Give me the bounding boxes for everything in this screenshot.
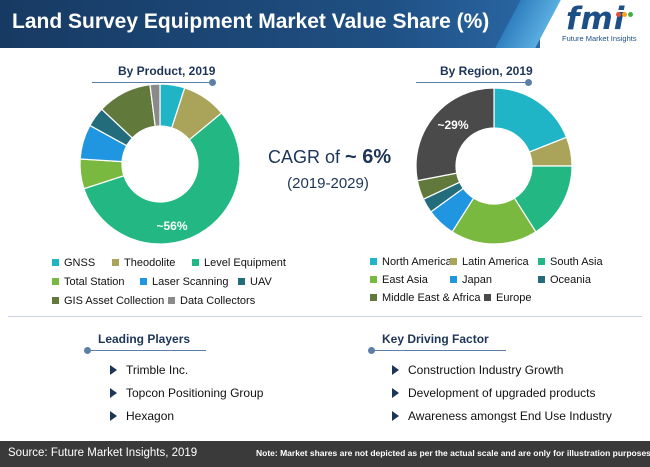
leading-player-label: Topcon Positioning Group: [126, 386, 263, 400]
arrow-bullet-icon: [392, 411, 399, 421]
arrow-bullet-icon: [110, 411, 117, 421]
legend-swatch: [538, 276, 545, 283]
region-legend-item: North America: [370, 255, 452, 269]
legend-label: Japan: [462, 274, 492, 286]
product-legend-item: Total Station: [52, 275, 125, 289]
legend-label: Europe: [496, 292, 531, 304]
legend-swatch: [450, 276, 457, 283]
driving-factor-item: Construction Industry Growth: [392, 362, 563, 378]
legend-swatch: [192, 259, 199, 266]
legend-swatch: [140, 278, 147, 285]
legend-label: Theodolite: [124, 257, 175, 269]
driving-factor-label: Construction Industry Growth: [408, 363, 563, 377]
legend-swatch: [370, 294, 377, 301]
region-legend-item: East Asia: [370, 273, 428, 287]
driving-factor-label: Development of upgraded products: [408, 386, 595, 400]
legend-label: GNSS: [64, 257, 95, 269]
driving-factor-item: Development of upgraded products: [392, 385, 595, 401]
legend-label: Latin America: [462, 256, 529, 268]
legend-swatch: [370, 276, 377, 283]
product-legend-item: Theodolite: [112, 256, 175, 270]
product-legend-item: Laser Scanning: [140, 275, 228, 289]
legend-label: UAV: [250, 276, 272, 288]
arrow-bullet-icon: [110, 365, 117, 375]
footer-source: Source: Future Market Insights, 2019: [8, 447, 197, 459]
driving-factor-item: Awareness amongst End Use Industry: [392, 408, 612, 424]
region-legend-item: Europe: [484, 291, 531, 305]
legend-label: Middle East & Africa: [382, 292, 480, 304]
key-driving-factor-underline: [372, 350, 506, 351]
legend-label: Level Equipment: [204, 257, 286, 269]
legend-swatch: [538, 258, 545, 265]
legend-label: Total Station: [64, 276, 125, 288]
legend-swatch: [52, 259, 59, 266]
region-legend-item: Latin America: [450, 255, 529, 269]
region-legend-item: Middle East & Africa: [370, 291, 480, 305]
driving-factor-label: Awareness amongst End Use Industry: [408, 409, 612, 423]
legend-swatch: [168, 297, 175, 304]
product-share-annotation: ~56%: [156, 219, 187, 233]
region-legend-item: South Asia: [538, 255, 603, 269]
leading-players-title: Leading Players: [98, 332, 190, 346]
legend-label: Data Collectors: [180, 295, 255, 307]
arrow-bullet-icon: [110, 388, 117, 398]
legend-label: North America: [382, 256, 452, 268]
leading-player-item: Topcon Positioning Group: [110, 385, 263, 401]
key-driving-factor-title: Key Driving Factor: [382, 332, 489, 346]
cagr-callout: CAGR of ~ 6% (2019-2029): [268, 146, 388, 192]
legend-swatch: [450, 258, 457, 265]
legend-swatch: [484, 294, 491, 301]
leading-player-item: Trimble Inc.: [110, 362, 188, 378]
leading-player-label: Trimble Inc.: [126, 363, 188, 377]
legend-swatch: [52, 278, 59, 285]
region-slice-europe: [416, 88, 494, 181]
section-divider: [8, 316, 642, 317]
region-legend-item: Oceania: [538, 273, 591, 287]
legend-swatch: [370, 258, 377, 265]
cagr-value: ~ 6%: [345, 146, 391, 168]
arrow-bullet-icon: [392, 388, 399, 398]
legend-label: Laser Scanning: [152, 276, 228, 288]
leading-players-underline: [88, 350, 206, 351]
product-legend-item: UAV: [238, 275, 272, 289]
legend-label: GIS Asset Collection: [64, 295, 164, 307]
product-legend-item: GIS Asset Collection: [52, 294, 164, 308]
arrow-bullet-icon: [392, 365, 399, 375]
product-legend-item: GNSS: [52, 256, 95, 270]
product-legend-item: Data Collectors: [168, 294, 255, 308]
leading-player-label: Hexagon: [126, 409, 174, 423]
footer-note: Note: Market shares are not depicted as …: [256, 448, 650, 458]
region-share-annotation: ~29%: [437, 118, 468, 132]
legend-swatch: [52, 297, 59, 304]
leading-player-item: Hexagon: [110, 408, 174, 424]
region-legend-item: Japan: [450, 273, 492, 287]
cagr-period: (2019-2029): [268, 175, 388, 192]
legend-label: Oceania: [550, 274, 591, 286]
legend-swatch: [238, 278, 245, 285]
footer: Source: Future Market Insights, 2019 Not…: [0, 441, 650, 467]
legend-label: South Asia: [550, 256, 603, 268]
cagr-prefix: CAGR of: [268, 147, 340, 167]
legend-swatch: [112, 259, 119, 266]
legend-label: East Asia: [382, 274, 428, 286]
product-legend-item: Level Equipment: [192, 256, 286, 270]
